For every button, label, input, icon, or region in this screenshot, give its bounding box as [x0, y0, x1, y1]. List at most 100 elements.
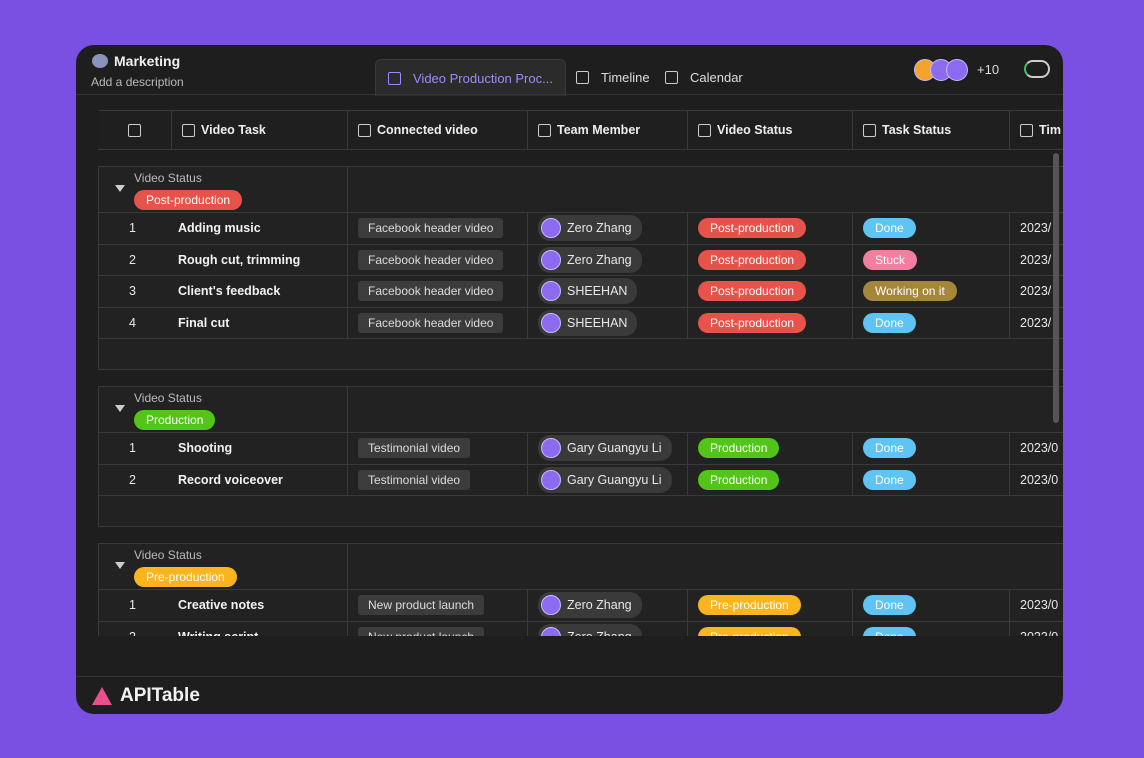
group-header-rest [348, 166, 1063, 213]
avatar [541, 469, 561, 490]
cell[interactable]: 2023/0 [1010, 433, 1063, 465]
column-name: Connected video [377, 123, 478, 137]
cell[interactable]: Facebook header video [348, 307, 528, 339]
cell[interactable]: Zero Zhang [528, 590, 688, 622]
cell[interactable]: Stuck [853, 244, 1010, 276]
cell[interactable]: 1 Shooting [98, 433, 348, 465]
cell[interactable]: Gary Guangyu Li [528, 464, 688, 496]
cell[interactable]: 2 Record voiceover [98, 464, 348, 496]
time: 2023/0 [1020, 441, 1059, 456]
cell[interactable]: Facebook header video [348, 244, 528, 276]
cell[interactable]: 4 Final cut [98, 307, 348, 339]
header-cell[interactable]: Video Task [172, 110, 348, 150]
avatar [541, 281, 561, 302]
cell[interactable]: Pre-production [688, 621, 853, 636]
cell[interactable]: Done [853, 307, 1010, 339]
header-cell[interactable]: Connected video [348, 110, 528, 150]
cell[interactable]: Zero Zhang [528, 213, 688, 245]
header-cell[interactable]: Task Status [853, 110, 1010, 150]
row-number: 4 [129, 315, 136, 330]
cell[interactable]: 2Writing script [98, 621, 348, 636]
member: Zero Zhang [538, 215, 642, 242]
emoji-icon [92, 54, 108, 68]
cell[interactable]: Pre-production [688, 590, 853, 622]
video-link: Facebook header video [358, 312, 504, 333]
cell[interactable]: Facebook header video [348, 276, 528, 308]
header-cell[interactable]: Team Member [528, 110, 688, 150]
cell[interactable]: Post-production [688, 213, 853, 245]
collapse-arrow[interactable] [115, 405, 125, 412]
cell[interactable]: 1 Creative notes [98, 590, 348, 622]
member-name: Gary Guangyu Li [567, 472, 662, 487]
cell[interactable]: Production [688, 433, 853, 465]
cell[interactable]: Testimonial video [348, 433, 528, 465]
cell[interactable]: Facebook header video [348, 213, 528, 245]
cell[interactable]: 1 Adding music [98, 213, 348, 245]
group-label: Video Status [134, 548, 202, 562]
add-row[interactable] [98, 339, 1063, 370]
task-name: Adding music [178, 221, 261, 236]
cell[interactable]: Done [853, 590, 1010, 622]
task-name: Creative notes [178, 598, 265, 613]
header-cell[interactable]: Tim [1010, 110, 1063, 150]
video-link: Facebook header video [358, 249, 504, 270]
video-link: New product launch [358, 626, 485, 636]
tab[interactable]: Timeline [576, 59, 650, 95]
cell[interactable]: 2023/0 [1010, 590, 1063, 622]
tab[interactable]: Video Production Proc... [375, 59, 566, 96]
row-number: 3 [129, 284, 136, 299]
collapse-arrow[interactable] [115, 185, 125, 192]
cell[interactable]: Gary Guangyu Li [528, 433, 688, 465]
cell[interactable]: SHEEHAN [528, 276, 688, 308]
member: Gary Guangyu Li [538, 466, 672, 493]
cell[interactable]: Post-production [688, 276, 853, 308]
brand: APITable [120, 685, 200, 706]
tab-label: Video Production Proc... [413, 70, 553, 86]
group-header-rest [348, 386, 1063, 433]
field-icon [1020, 123, 1033, 137]
cell[interactable]: 2023/0 [1010, 464, 1063, 496]
add-row[interactable] [98, 496, 1063, 527]
group-header[interactable]: Video Status Production [98, 386, 348, 433]
member-count[interactable]: +10 [977, 62, 1000, 77]
cell[interactable]: Done [853, 213, 1010, 245]
time: 2023/0 [1020, 630, 1058, 636]
cell[interactable]: New product launch [348, 621, 528, 636]
sheet-description[interactable]: Add a description [91, 75, 184, 89]
cell[interactable]: 2 Rough cut, trimming [98, 244, 348, 276]
cell[interactable]: Post-production [688, 244, 853, 276]
cell[interactable]: Done [853, 433, 1010, 465]
header-cell[interactable] [98, 110, 172, 150]
member: Zero Zhang [538, 246, 642, 273]
cell[interactable]: 3 Client's feedback [98, 276, 348, 308]
cell[interactable]: Done [853, 621, 1010, 636]
field-icon [358, 123, 371, 137]
video-status: Pre-production [698, 595, 801, 616]
video-status: Production [698, 438, 780, 459]
cell[interactable]: Production [688, 464, 853, 496]
column-name: Task Status [882, 123, 952, 137]
group-header[interactable]: Video Status Pre-production [98, 543, 348, 590]
cell[interactable]: Testimonial video [348, 464, 528, 496]
tab[interactable]: Calendar [665, 59, 743, 95]
avatars[interactable] [914, 59, 970, 81]
task-status: Stuck [863, 249, 918, 270]
checkbox[interactable] [128, 123, 141, 137]
column-name: Team Member [557, 123, 641, 137]
cell[interactable]: Done [853, 464, 1010, 496]
task-status: Done [863, 218, 916, 239]
video-link: Facebook header video [358, 281, 504, 302]
group-header[interactable]: Video Status Post-production [98, 166, 348, 213]
collapse-arrow[interactable] [115, 562, 125, 569]
cell[interactable]: Working on it [853, 276, 1010, 308]
task-status: Done [863, 595, 916, 616]
cell[interactable]: SHEEHAN [528, 307, 688, 339]
cell[interactable]: Zero Zhang [528, 621, 688, 636]
cell[interactable]: Zero Zhang [528, 244, 688, 276]
cell[interactable]: Post-production [688, 307, 853, 339]
cell[interactable]: New product launch [348, 590, 528, 622]
avatar [541, 626, 561, 636]
cell[interactable]: 2023/0 [1010, 621, 1063, 636]
header-cell[interactable]: Video Status [688, 110, 853, 150]
